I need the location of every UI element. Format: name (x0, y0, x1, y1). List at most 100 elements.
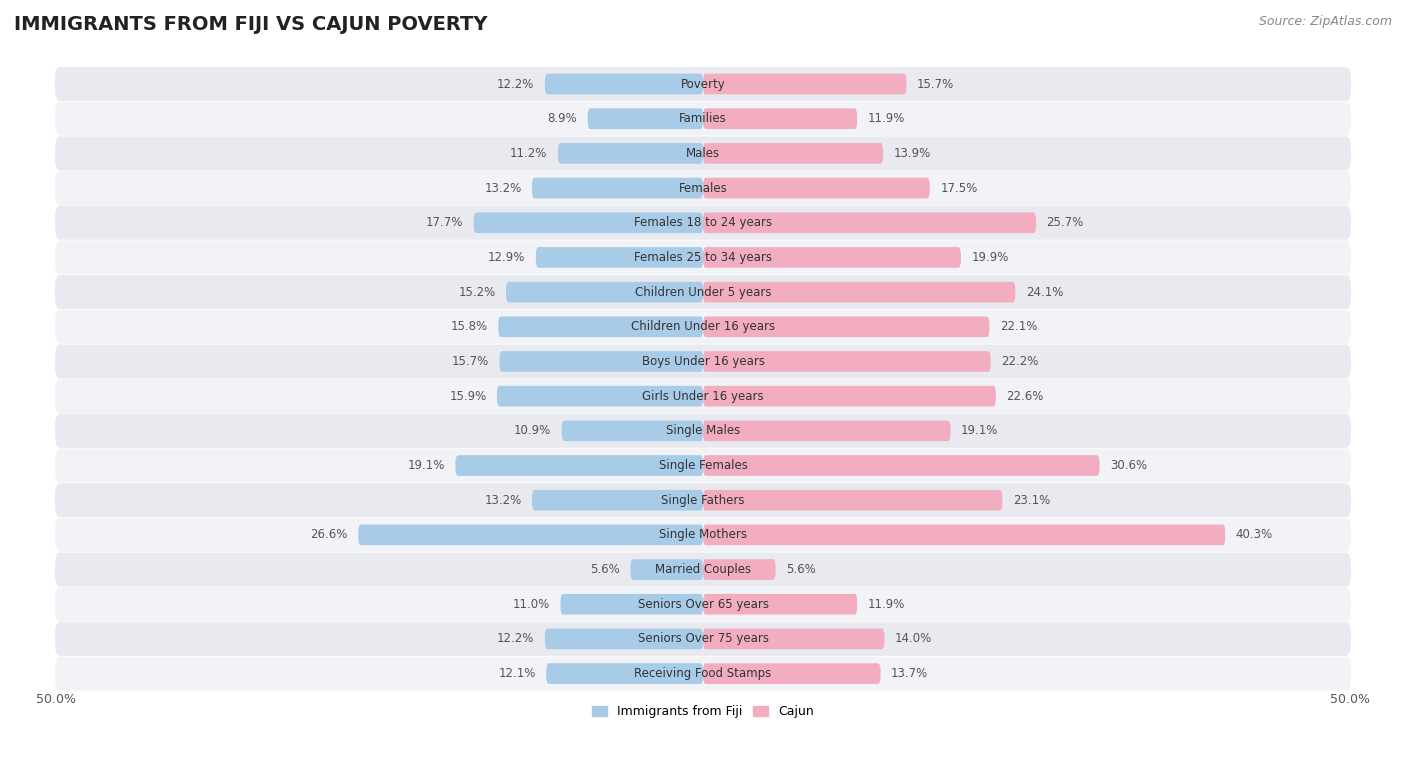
FancyBboxPatch shape (55, 379, 1351, 413)
FancyBboxPatch shape (703, 177, 929, 199)
FancyBboxPatch shape (506, 282, 703, 302)
Text: 22.1%: 22.1% (1000, 321, 1038, 334)
Text: Single Females: Single Females (658, 459, 748, 472)
Text: Females: Females (679, 182, 727, 195)
FancyBboxPatch shape (703, 143, 883, 164)
Text: Married Couples: Married Couples (655, 563, 751, 576)
FancyBboxPatch shape (55, 484, 1351, 517)
FancyBboxPatch shape (703, 316, 990, 337)
Legend: Immigrants from Fiji, Cajun: Immigrants from Fiji, Cajun (588, 700, 818, 723)
Text: 19.1%: 19.1% (960, 424, 998, 437)
Text: 13.2%: 13.2% (484, 182, 522, 195)
Text: Children Under 16 years: Children Under 16 years (631, 321, 775, 334)
Text: 40.3%: 40.3% (1236, 528, 1272, 541)
FancyBboxPatch shape (55, 275, 1351, 309)
Text: IMMIGRANTS FROM FIJI VS CAJUN POVERTY: IMMIGRANTS FROM FIJI VS CAJUN POVERTY (14, 15, 488, 34)
Text: 25.7%: 25.7% (1046, 216, 1084, 229)
Text: 12.9%: 12.9% (488, 251, 526, 264)
FancyBboxPatch shape (546, 663, 703, 684)
FancyBboxPatch shape (703, 282, 1015, 302)
Text: 11.2%: 11.2% (510, 147, 547, 160)
FancyBboxPatch shape (499, 351, 703, 372)
FancyBboxPatch shape (55, 171, 1351, 205)
FancyBboxPatch shape (546, 628, 703, 650)
FancyBboxPatch shape (55, 240, 1351, 274)
FancyBboxPatch shape (558, 143, 703, 164)
FancyBboxPatch shape (55, 587, 1351, 622)
FancyBboxPatch shape (703, 628, 884, 650)
FancyBboxPatch shape (703, 74, 907, 95)
FancyBboxPatch shape (703, 108, 858, 129)
FancyBboxPatch shape (703, 525, 1225, 545)
FancyBboxPatch shape (536, 247, 703, 268)
FancyBboxPatch shape (703, 455, 1099, 476)
FancyBboxPatch shape (588, 108, 703, 129)
Text: Single Males: Single Males (666, 424, 740, 437)
FancyBboxPatch shape (531, 490, 703, 511)
FancyBboxPatch shape (703, 351, 991, 372)
Text: Single Fathers: Single Fathers (661, 493, 745, 506)
Text: Children Under 5 years: Children Under 5 years (634, 286, 772, 299)
Text: 17.5%: 17.5% (941, 182, 977, 195)
FancyBboxPatch shape (55, 102, 1351, 136)
FancyBboxPatch shape (562, 421, 703, 441)
FancyBboxPatch shape (703, 421, 950, 441)
Text: 15.7%: 15.7% (451, 355, 489, 368)
Text: Poverty: Poverty (681, 77, 725, 90)
FancyBboxPatch shape (55, 345, 1351, 378)
Text: 24.1%: 24.1% (1026, 286, 1063, 299)
FancyBboxPatch shape (55, 414, 1351, 448)
FancyBboxPatch shape (55, 206, 1351, 240)
FancyBboxPatch shape (703, 247, 960, 268)
Text: Seniors Over 65 years: Seniors Over 65 years (637, 598, 769, 611)
Text: Females 18 to 24 years: Females 18 to 24 years (634, 216, 772, 229)
FancyBboxPatch shape (55, 449, 1351, 482)
FancyBboxPatch shape (561, 594, 703, 615)
FancyBboxPatch shape (456, 455, 703, 476)
Text: 13.2%: 13.2% (484, 493, 522, 506)
Text: 14.0%: 14.0% (894, 632, 932, 645)
Text: 19.1%: 19.1% (408, 459, 446, 472)
FancyBboxPatch shape (630, 559, 703, 580)
Text: Receiving Food Stamps: Receiving Food Stamps (634, 667, 772, 680)
FancyBboxPatch shape (498, 316, 703, 337)
FancyBboxPatch shape (703, 663, 880, 684)
Text: 17.7%: 17.7% (426, 216, 463, 229)
Text: 30.6%: 30.6% (1109, 459, 1147, 472)
FancyBboxPatch shape (55, 310, 1351, 343)
FancyBboxPatch shape (703, 386, 995, 406)
FancyBboxPatch shape (703, 559, 776, 580)
Text: 12.1%: 12.1% (499, 667, 536, 680)
FancyBboxPatch shape (531, 177, 703, 199)
Text: 11.9%: 11.9% (868, 598, 905, 611)
Text: 50.0%: 50.0% (1330, 693, 1371, 706)
FancyBboxPatch shape (703, 212, 1036, 233)
Text: 19.9%: 19.9% (972, 251, 1008, 264)
Text: Source: ZipAtlas.com: Source: ZipAtlas.com (1258, 15, 1392, 28)
Text: 26.6%: 26.6% (311, 528, 347, 541)
Text: 22.2%: 22.2% (1001, 355, 1039, 368)
Text: 13.7%: 13.7% (891, 667, 928, 680)
FancyBboxPatch shape (55, 553, 1351, 587)
Text: 11.0%: 11.0% (513, 598, 550, 611)
Text: Males: Males (686, 147, 720, 160)
Text: Boys Under 16 years: Boys Under 16 years (641, 355, 765, 368)
FancyBboxPatch shape (703, 490, 1002, 511)
Text: 8.9%: 8.9% (547, 112, 578, 125)
FancyBboxPatch shape (703, 594, 858, 615)
Text: 15.9%: 15.9% (450, 390, 486, 402)
Text: Families: Families (679, 112, 727, 125)
FancyBboxPatch shape (496, 386, 703, 406)
Text: 23.1%: 23.1% (1012, 493, 1050, 506)
Text: 12.2%: 12.2% (498, 632, 534, 645)
Text: 50.0%: 50.0% (35, 693, 76, 706)
Text: 10.9%: 10.9% (515, 424, 551, 437)
FancyBboxPatch shape (55, 656, 1351, 691)
Text: Single Mothers: Single Mothers (659, 528, 747, 541)
FancyBboxPatch shape (359, 525, 703, 545)
Text: 11.9%: 11.9% (868, 112, 905, 125)
Text: 15.7%: 15.7% (917, 77, 955, 90)
FancyBboxPatch shape (474, 212, 703, 233)
Text: Girls Under 16 years: Girls Under 16 years (643, 390, 763, 402)
Text: Females 25 to 34 years: Females 25 to 34 years (634, 251, 772, 264)
